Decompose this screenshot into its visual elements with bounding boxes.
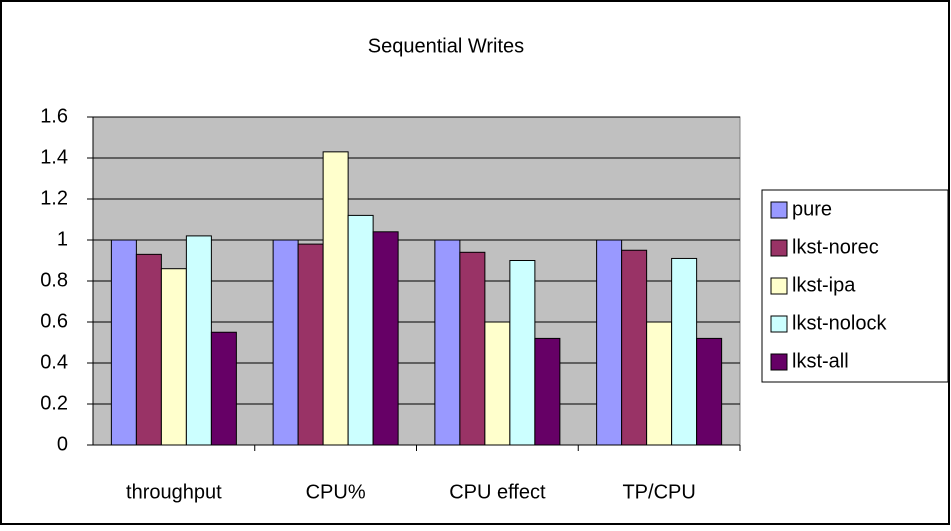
bar [509, 260, 536, 446]
x-tick-label: throughput [126, 481, 222, 503]
bar [272, 239, 299, 446]
legend-swatch [770, 353, 788, 371]
legend-swatch [770, 277, 788, 295]
bar [534, 337, 561, 446]
bar [322, 151, 349, 446]
bar [372, 231, 399, 446]
legend-label: pure [792, 198, 832, 220]
bar [459, 251, 486, 446]
y-tick-label: 0 [57, 433, 68, 455]
bar [297, 243, 324, 446]
y-tick-label: 1.6 [40, 105, 68, 127]
legend-label: lkst-ipa [792, 274, 856, 296]
chart-title: Sequential Writes [368, 35, 524, 57]
y-tick-label: 0.6 [40, 310, 68, 332]
legend-label: lkst-norec [792, 236, 879, 258]
bar [135, 253, 162, 446]
bar [110, 239, 137, 446]
bar [621, 249, 648, 446]
legend-swatch [770, 201, 788, 219]
legend-swatch [770, 315, 788, 333]
y-tick-label: 1 [57, 228, 68, 250]
bar [596, 239, 623, 446]
legend-swatch [770, 239, 788, 257]
bar [671, 257, 698, 446]
x-tick-label: CPU% [306, 481, 366, 503]
y-tick-label: 0.2 [40, 392, 68, 414]
bar [347, 214, 374, 446]
legend-box [761, 189, 949, 383]
bar [210, 331, 237, 446]
legend-label: lkst-all [792, 350, 849, 372]
bar [696, 337, 723, 446]
bar [160, 268, 187, 446]
x-tick-label: TP/CPU [622, 481, 695, 503]
y-tick-label: 0.4 [40, 351, 68, 373]
bar [646, 321, 673, 446]
legend-label: lkst-nolock [792, 312, 887, 334]
y-tick-label: 1.2 [40, 187, 68, 209]
y-tick-label: 1.4 [40, 146, 68, 168]
bar [185, 235, 212, 446]
y-tick-label: 0.8 [40, 269, 68, 291]
x-tick-label: CPU effect [449, 481, 546, 503]
bar [484, 321, 511, 446]
bar [434, 239, 461, 446]
